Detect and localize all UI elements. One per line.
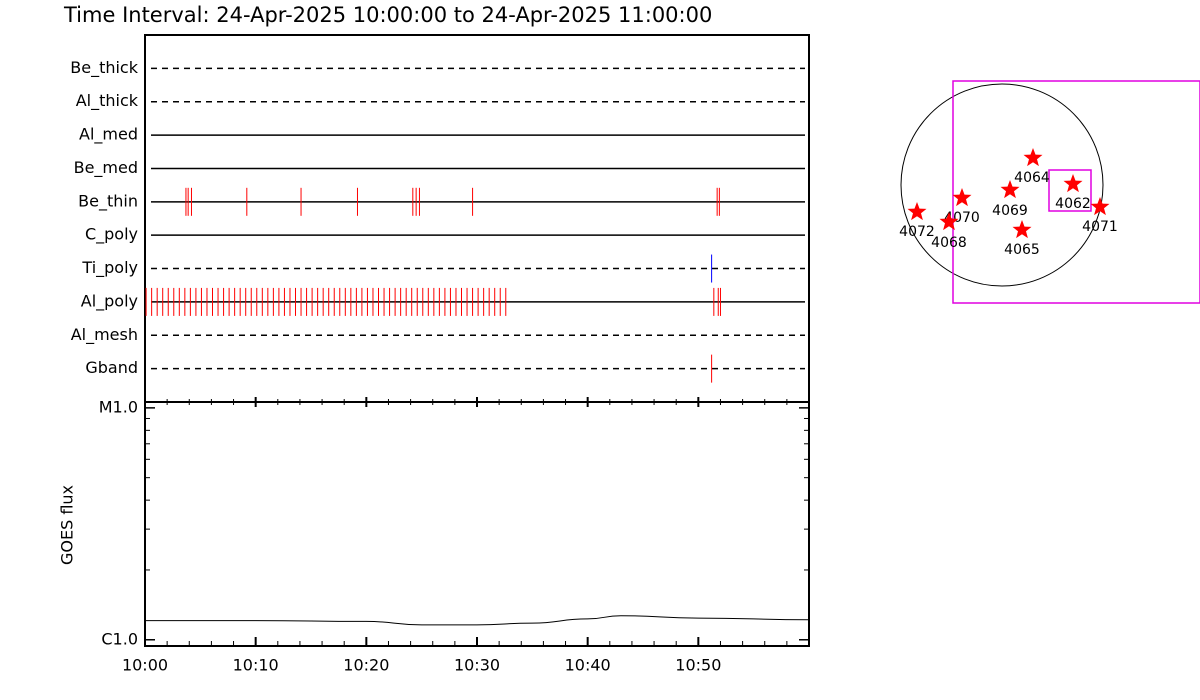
y-axis-title: GOES flux: [58, 485, 77, 565]
region-label: 4072: [899, 224, 935, 240]
filter-label: Ti_poly: [81, 258, 138, 278]
filter-label: Be_thin: [78, 191, 138, 211]
filter-label: Al_thick: [76, 91, 139, 111]
y-tick-label: M1.0: [99, 397, 138, 416]
target-box: [1048, 169, 1092, 212]
filter-label: Al_poly: [81, 291, 138, 311]
region-label: 4064: [1014, 170, 1050, 186]
y-tick-label: C1.0: [101, 629, 138, 648]
region-label: 4071: [1082, 219, 1118, 235]
region-star: [939, 212, 959, 231]
filter-label: Al_mesh: [71, 325, 138, 345]
region-star: [1000, 180, 1020, 199]
x-tick-label: 10:30: [454, 656, 500, 675]
region-star: [1063, 174, 1083, 193]
filter-label: Al_med: [79, 125, 138, 145]
x-tick-label: 10:20: [343, 656, 389, 675]
x-tick-label: 10:10: [233, 656, 279, 675]
filter-label: C_poly: [85, 225, 138, 245]
filter-label: Be_med: [74, 158, 138, 178]
solar-disk: [900, 83, 1104, 287]
region-star: [1090, 197, 1110, 216]
filter-label: Be_thick: [70, 58, 138, 78]
region-label: 4065: [1004, 242, 1040, 258]
region-star: [1023, 148, 1043, 167]
region-star: [907, 202, 927, 221]
x-tick-label: 10:00: [122, 656, 168, 675]
region-star: [952, 188, 972, 207]
x-tick-label: 10:50: [675, 656, 721, 675]
region-star: [1012, 220, 1032, 239]
region-label: 4069: [992, 203, 1028, 219]
x-tick-label: 10:40: [565, 656, 611, 675]
fov-box: [952, 80, 1200, 304]
chart-title: Time Interval: 24-Apr-2025 10:00:00 to 2…: [63, 3, 712, 27]
region-label: 4068: [931, 235, 967, 251]
region-label: 4062: [1055, 196, 1091, 212]
goes-curve: [144, 615, 810, 626]
filter-label: Gband: [85, 358, 138, 377]
